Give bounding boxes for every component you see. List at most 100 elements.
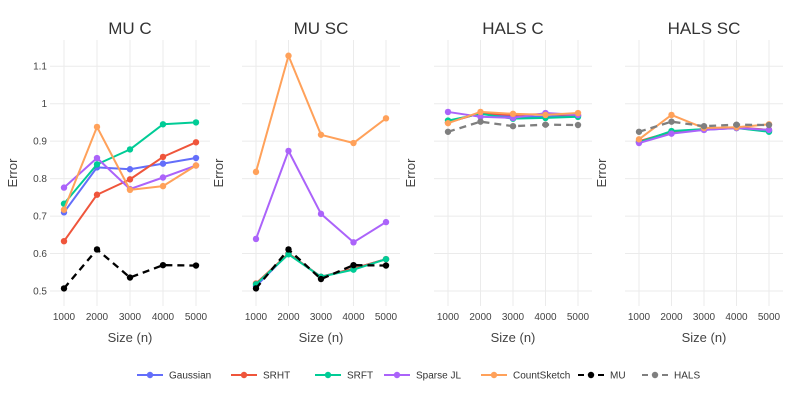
x-tick-label: 5000 (758, 312, 781, 323)
data-point-sparse-jl (60, 184, 68, 191)
data-point-srht (60, 237, 68, 245)
legend-label: MU (610, 371, 626, 382)
x-tick-label: 2000 (469, 312, 492, 323)
data-point-hals (477, 118, 484, 125)
x-tick-label: 1000 (437, 312, 460, 323)
data-point-countsketch (126, 186, 134, 194)
data-point-mu (317, 275, 325, 283)
data-point-sparse-jl (444, 108, 452, 116)
data-point-hals (635, 128, 643, 135)
data-point-mu (252, 285, 260, 292)
data-point-srft (126, 146, 134, 153)
panel-4: HALS SC Error 1000 2000 3000 4000 5000 Size (n) (594, 19, 783, 345)
data-point-sparse-jl (350, 239, 357, 246)
data-point-mu (350, 261, 357, 269)
panel-1: MU C 0.5 0.6 0.7 0.8 0.9 1 1.1 Error 1000 2000 3000… (5, 19, 210, 345)
legend-label: SRHT (263, 371, 290, 382)
legend-item-gaussian: Gaussian (137, 371, 211, 382)
x-tick-label: 1000 (245, 312, 268, 323)
y-tick-label: 1 (41, 99, 47, 110)
data-point-countsketch (635, 136, 643, 143)
panel-title: HALS C (482, 19, 543, 38)
data-point-mu (192, 262, 200, 269)
x-tick-label: 2000 (660, 312, 683, 323)
data-point-srht (126, 176, 134, 183)
legend-item-srht: SRHT (231, 371, 290, 382)
data-point-sparse-jl (668, 130, 675, 137)
x-tick-label: 3000 (693, 312, 716, 323)
data-point-mu (126, 274, 134, 281)
x-tick-label: 2000 (86, 312, 109, 323)
data-point-countsketch (60, 206, 68, 213)
legend: Gaussian SRHT SRFT Sparse JL CountSketch MU HA… (137, 371, 700, 382)
data-point-countsketch (285, 52, 292, 59)
y-tick-label: 0.8 (33, 174, 47, 185)
data-point-countsketch (444, 119, 452, 127)
legend-swatch-marker (490, 371, 498, 379)
y-axis-label: Error (5, 158, 20, 188)
data-point-srht (93, 191, 101, 198)
legend-swatch-marker (393, 371, 401, 379)
data-point-hals (733, 121, 740, 128)
legend-item-mu: MU (578, 371, 626, 382)
panel-title: MU SC (294, 19, 349, 38)
data-point-srft (285, 251, 292, 258)
x-tick-label: 3000 (310, 312, 333, 323)
panel-title: MU C (108, 19, 151, 38)
data-point-countsketch (542, 111, 549, 119)
data-point-countsketch (317, 131, 325, 138)
panel-title: HALS SC (668, 19, 741, 38)
x-tick-label: 1000 (53, 312, 76, 323)
legend-swatch-marker (324, 371, 332, 379)
data-point-mu (285, 246, 292, 253)
panel-2: MU SC Error 1000 2000 3000 4000 5000 Size (n) (211, 19, 400, 345)
data-point-gaussian (159, 160, 167, 167)
data-point-countsketch (668, 111, 675, 119)
y-tick-label: 0.7 (33, 212, 47, 223)
data-point-sparse-jl (765, 126, 773, 134)
data-point-countsketch (509, 110, 517, 118)
legend-label: CountSketch (513, 371, 570, 382)
data-point-countsketch (192, 162, 200, 169)
x-axis-label: Size (n) (299, 330, 344, 345)
data-point-sparse-jl (477, 113, 484, 121)
y-tick-label: 0.5 (33, 287, 47, 298)
legend-swatch-marker (651, 371, 659, 379)
x-tick-label: 3000 (119, 312, 142, 323)
data-point-countsketch (93, 123, 101, 131)
legend-item-srft: SRFT (315, 371, 373, 382)
y-tick-label: 1.1 (33, 62, 47, 73)
data-point-countsketch (350, 139, 357, 147)
data-point-srft (350, 266, 357, 273)
data-point-srft (382, 255, 390, 263)
data-point-srft (93, 161, 101, 168)
x-axis-label: Size (n) (682, 330, 727, 345)
x-tick-label: 2000 (277, 312, 300, 323)
legend-label: HALS (674, 371, 700, 382)
data-point-hals (765, 121, 773, 129)
data-point-hals (668, 118, 675, 125)
data-point-srft (159, 121, 167, 128)
y-tick-label: 0.9 (33, 137, 47, 148)
y-axis-label: Error (403, 158, 418, 188)
y-tick-label: 0.6 (33, 249, 47, 260)
data-point-sparse-jl (93, 154, 101, 162)
data-point-mu (60, 285, 68, 292)
x-tick-label: 1000 (628, 312, 651, 323)
legend-swatch-marker (146, 371, 154, 379)
data-point-sparse-jl (317, 210, 325, 218)
data-point-countsketch (382, 115, 390, 122)
x-tick-label: 4000 (152, 312, 175, 323)
data-point-countsketch (477, 108, 484, 116)
x-tick-label: 4000 (342, 312, 365, 323)
data-point-sparse-jl (382, 218, 390, 226)
data-point-sparse-jl (285, 147, 292, 155)
x-tick-label: 5000 (185, 312, 208, 323)
data-point-srht (159, 153, 167, 161)
data-point-countsketch (574, 109, 582, 117)
legend-label: Gaussian (169, 371, 211, 382)
x-axis-label: Size (n) (108, 330, 153, 345)
x-tick-label: 5000 (375, 312, 398, 323)
data-point-srft (192, 119, 200, 126)
